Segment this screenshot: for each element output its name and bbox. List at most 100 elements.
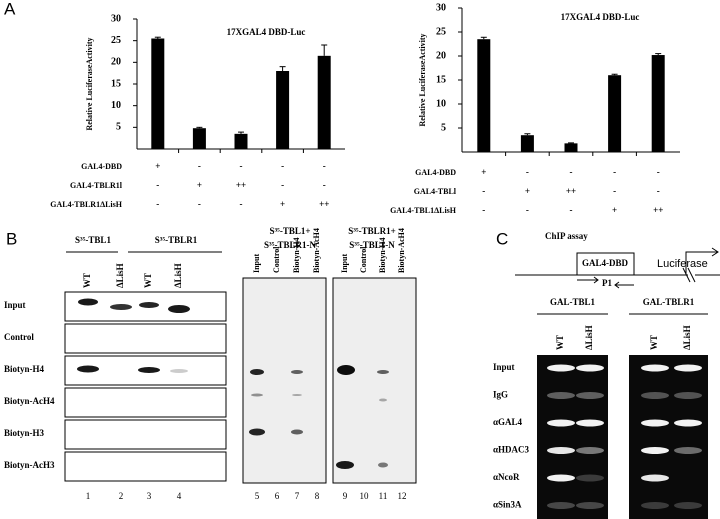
- pcr-band: [641, 474, 669, 482]
- condition-mark: +: [197, 180, 202, 190]
- pcr-band: [547, 364, 575, 372]
- error-bar: [321, 44, 328, 56]
- band: [249, 428, 265, 436]
- pcr-band: [576, 392, 604, 399]
- row-label: αNcoR: [493, 472, 520, 482]
- lane-label: WT: [649, 335, 659, 350]
- pcr-band: [576, 502, 604, 509]
- band: [77, 365, 99, 373]
- gel-box: [242, 277, 327, 484]
- lane-number: 7: [295, 491, 300, 501]
- bar: [477, 39, 491, 153]
- blot-box: [64, 419, 227, 450]
- condition-mark: +: [525, 186, 530, 196]
- condition-mark: -: [657, 167, 660, 177]
- condition-mark: -: [240, 161, 243, 171]
- lane-label: Control: [272, 246, 281, 273]
- y-tick-label: 10: [436, 98, 446, 109]
- pcr-band: [641, 392, 669, 399]
- lane-label: Input: [252, 254, 261, 273]
- row-label: Biotyn-AcH4: [4, 396, 55, 406]
- lane-label: WT: [82, 273, 92, 288]
- band: [168, 305, 190, 313]
- bar: [151, 38, 165, 149]
- lane-label: Biotyn-H4: [292, 237, 301, 273]
- condition-label: GAL4-TBLR1ΔLisH: [50, 200, 122, 209]
- condition-mark: -: [281, 180, 284, 190]
- condition-label: GAL4-TBL1ΔLisH: [390, 206, 457, 215]
- lane-label: Biotyn-AcH4: [312, 228, 321, 273]
- error-bar: [154, 36, 161, 39]
- lane-number: 1: [86, 491, 91, 501]
- band: [251, 393, 263, 397]
- panel-label: C: [496, 229, 508, 248]
- lane-label: ΔLisH: [584, 325, 594, 350]
- error-bar: [238, 131, 244, 134]
- gel-box: [332, 277, 417, 484]
- pcr-band: [576, 364, 604, 372]
- pcr-band: [547, 447, 575, 454]
- band: [78, 298, 98, 306]
- bar: [520, 135, 534, 152]
- pcr-band: [547, 392, 575, 399]
- lane-number: 8: [315, 491, 320, 501]
- lane-number: 11: [379, 491, 388, 501]
- gel-image: [629, 355, 708, 519]
- condition-mark: -: [613, 186, 616, 196]
- pcr-band: [674, 419, 702, 427]
- condition-mark: -: [323, 180, 326, 190]
- condition-mark: -: [156, 180, 159, 190]
- gel-header: S³⁵-TBL1-N: [349, 240, 395, 250]
- y-tick-label: 30: [436, 2, 446, 13]
- lane-number: 12: [398, 491, 407, 501]
- condition-mark: +: [280, 199, 285, 209]
- lane-label: WT: [555, 335, 565, 350]
- condition-mark: -: [613, 167, 616, 177]
- band: [170, 369, 188, 373]
- band: [291, 370, 303, 374]
- condition-label: GAL4-DBD: [81, 162, 122, 171]
- condition-mark: ++: [319, 199, 329, 209]
- chart-title: 17XGAL4 DBD-Luc: [561, 12, 640, 22]
- group-label: S³⁵-TBL1: [75, 235, 111, 245]
- pcr-band: [674, 447, 702, 454]
- pcr-band: [674, 502, 702, 509]
- error-bar: [524, 133, 531, 136]
- condition-label: GAL4-TBLR1l: [70, 181, 123, 190]
- lane-label: ΔLisH: [682, 325, 692, 350]
- band: [139, 302, 159, 308]
- band: [250, 369, 264, 375]
- y-tick-label: 5: [441, 122, 446, 133]
- group-label: S³⁵-TBLR1: [155, 235, 198, 245]
- blot-box: [64, 323, 227, 354]
- condition-label: GAL4-DBD: [415, 168, 456, 177]
- band: [336, 461, 354, 469]
- row-label: Biotyn-H4: [4, 364, 45, 374]
- assay-label: ChIP assay: [545, 231, 588, 241]
- row-label: Input: [493, 362, 515, 372]
- condition-label: GAL4-TBLl: [414, 187, 457, 196]
- lane-label: WT: [143, 273, 153, 288]
- bar: [564, 143, 578, 152]
- error-bar: [611, 73, 618, 76]
- gel-header: S³⁵-TBL1+: [269, 226, 310, 236]
- y-tick-label: 25: [436, 26, 446, 37]
- band: [291, 429, 303, 435]
- band: [379, 398, 387, 402]
- chip-diagram: [515, 247, 720, 289]
- lane-number: 4: [177, 491, 182, 501]
- construct-label: GAL4-DBD: [582, 258, 629, 268]
- panel-label: B: [6, 229, 17, 248]
- row-label: Biotyn-H3: [4, 428, 45, 438]
- pcr-band: [576, 474, 604, 482]
- band: [378, 462, 388, 468]
- lane-label: ΔLisH: [115, 263, 125, 288]
- y-tick-label: 30: [111, 13, 121, 24]
- y-tick-label: 15: [436, 74, 446, 85]
- error-bar: [279, 66, 286, 71]
- bar: [651, 55, 665, 152]
- pcr-band: [641, 419, 669, 427]
- lane-number: 6: [275, 491, 280, 501]
- condition-mark: ++: [236, 180, 246, 190]
